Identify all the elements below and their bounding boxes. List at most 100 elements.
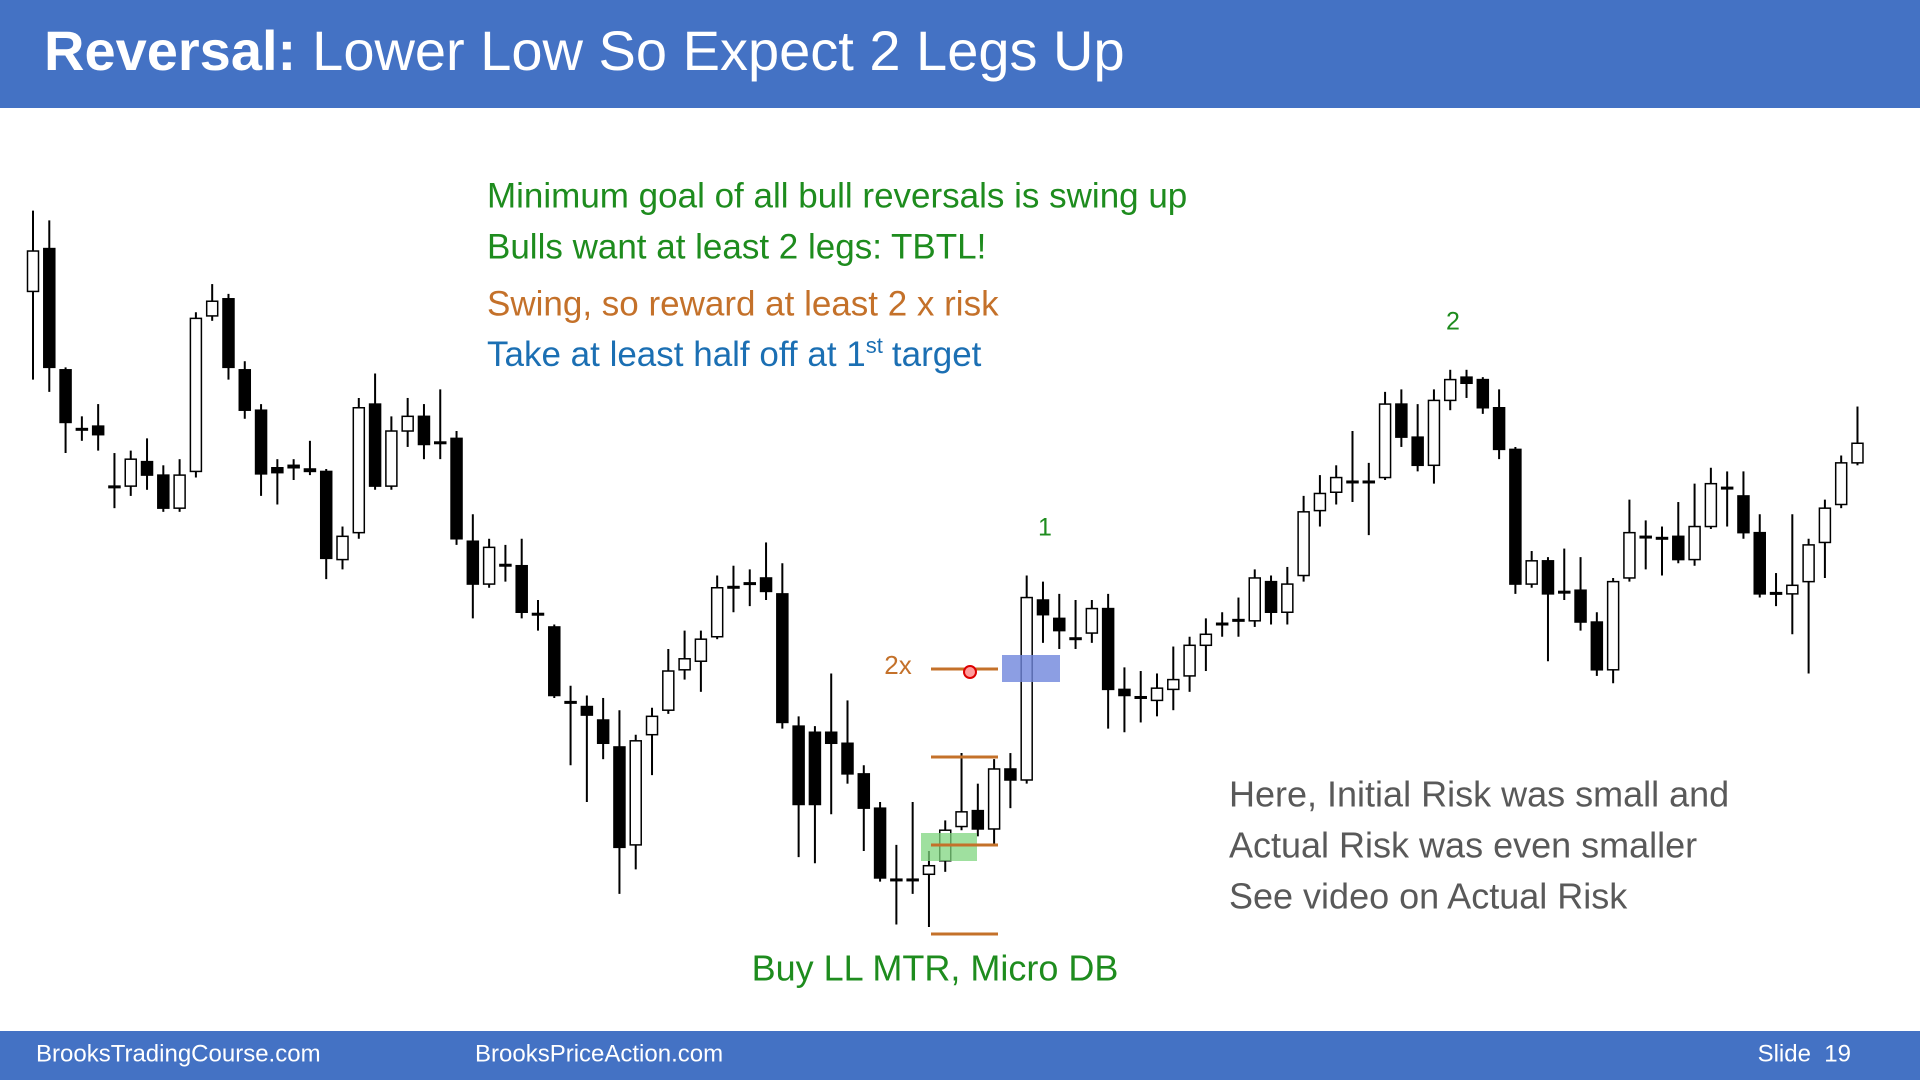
note-tail: target xyxy=(892,335,982,374)
footer-left: BrooksTradingCourse.com xyxy=(36,1040,321,1067)
candle-body xyxy=(1672,535,1685,561)
candle-body xyxy=(303,468,317,473)
candle-body xyxy=(1606,580,1620,671)
candle-body xyxy=(645,715,659,736)
candle-body xyxy=(1069,637,1082,641)
candle-body xyxy=(987,768,1001,830)
candle-body xyxy=(1053,617,1066,632)
candle-body xyxy=(1313,492,1327,512)
candle-body xyxy=(1704,482,1718,528)
candle-body xyxy=(1183,644,1196,677)
candle-body xyxy=(1590,621,1604,671)
entry-zone xyxy=(921,833,977,861)
candle-body xyxy=(1281,583,1294,613)
callout-line: Actual Risk was even smaller xyxy=(1229,825,1697,866)
callout-line: See video on Actual Risk xyxy=(1229,876,1628,917)
candle-body xyxy=(922,864,936,876)
candle-body xyxy=(1020,596,1033,781)
candle-body xyxy=(629,740,642,846)
candle-body xyxy=(91,425,105,436)
candle-body xyxy=(727,585,740,589)
candle-body xyxy=(1248,577,1261,622)
candle-body xyxy=(1737,495,1750,534)
candle-body xyxy=(1215,622,1229,626)
candle-body xyxy=(1655,536,1669,540)
candle-body xyxy=(613,746,626,849)
callout-line: Here, Initial Risk was small and xyxy=(1229,774,1729,815)
candle-body xyxy=(1541,560,1555,595)
candle-body xyxy=(1150,687,1164,702)
candle-body xyxy=(482,546,496,585)
candle-body xyxy=(1460,376,1473,385)
candle-chart xyxy=(26,210,1864,927)
candle-body xyxy=(1525,560,1538,585)
leg-label: 1 xyxy=(1038,514,1052,542)
leg-label: 2 xyxy=(1446,308,1460,336)
candle-body xyxy=(857,773,871,809)
candle-body xyxy=(75,427,89,431)
title-bold: Reversal: xyxy=(44,19,296,82)
candle-body xyxy=(808,731,822,806)
candle-body xyxy=(238,369,252,411)
candle-body xyxy=(1623,531,1636,579)
slide-number: Slide 19 xyxy=(1758,1040,1851,1067)
candle-body xyxy=(466,540,480,585)
candle-body xyxy=(873,807,887,879)
candle-body xyxy=(1362,480,1376,484)
candle-body xyxy=(1427,399,1441,467)
cursor-dot xyxy=(963,665,977,679)
candle-body xyxy=(173,474,186,509)
footer-bar xyxy=(0,1031,1920,1080)
candle-body xyxy=(694,638,708,662)
candle-body xyxy=(1411,436,1424,467)
candle-body xyxy=(1688,525,1701,561)
candle-body xyxy=(1720,486,1734,490)
note: Take at least half off at 1st target xyxy=(487,333,982,374)
candle-body xyxy=(1134,695,1147,699)
note-text: Take at least half off at 1 xyxy=(487,335,866,374)
candle-body xyxy=(564,700,577,704)
candle-body xyxy=(662,670,675,711)
candle-body xyxy=(890,878,903,882)
candle-body xyxy=(124,458,137,487)
candle-body xyxy=(1118,688,1131,697)
candle-body xyxy=(59,369,72,424)
candle-body xyxy=(955,811,968,828)
candle-body xyxy=(1085,607,1099,634)
candle-body xyxy=(548,626,561,697)
candle-body xyxy=(368,403,382,487)
candle-body xyxy=(43,247,56,369)
candle-body xyxy=(710,587,724,638)
candle-body xyxy=(499,563,512,567)
candle-body xyxy=(678,658,691,671)
candle-body xyxy=(189,317,203,473)
candle-body xyxy=(1297,511,1310,577)
target-zone xyxy=(1002,655,1060,682)
candle-body xyxy=(580,705,594,716)
candle-body xyxy=(319,470,333,560)
candle-body xyxy=(336,535,349,561)
candle-body xyxy=(1476,378,1490,409)
candle-body xyxy=(1167,678,1180,691)
candle-body xyxy=(1395,403,1408,438)
candle-body xyxy=(1574,589,1587,623)
note: Minimum goal of all bull reversals is sw… xyxy=(487,176,1187,215)
candle-body xyxy=(1818,507,1832,544)
candle-body xyxy=(1558,590,1571,594)
candle-body xyxy=(824,731,838,745)
candle-body xyxy=(515,564,528,613)
caption: Buy LL MTR, Micro DB xyxy=(752,948,1119,989)
title: Reversal: Lower Low So Expect 2 Legs Up xyxy=(44,19,1125,82)
candle-body xyxy=(1509,448,1522,585)
title-rest: Lower Low So Expect 2 Legs Up xyxy=(312,19,1124,82)
target-label: 2x xyxy=(884,650,911,680)
candle-body xyxy=(1004,768,1017,781)
candle-body xyxy=(1851,442,1864,464)
candle-body xyxy=(1753,531,1766,595)
candle-body xyxy=(401,415,414,432)
candle-body xyxy=(1232,618,1245,622)
candle-body xyxy=(1378,403,1392,479)
candle-body xyxy=(140,460,154,476)
candle-body xyxy=(1346,480,1359,484)
